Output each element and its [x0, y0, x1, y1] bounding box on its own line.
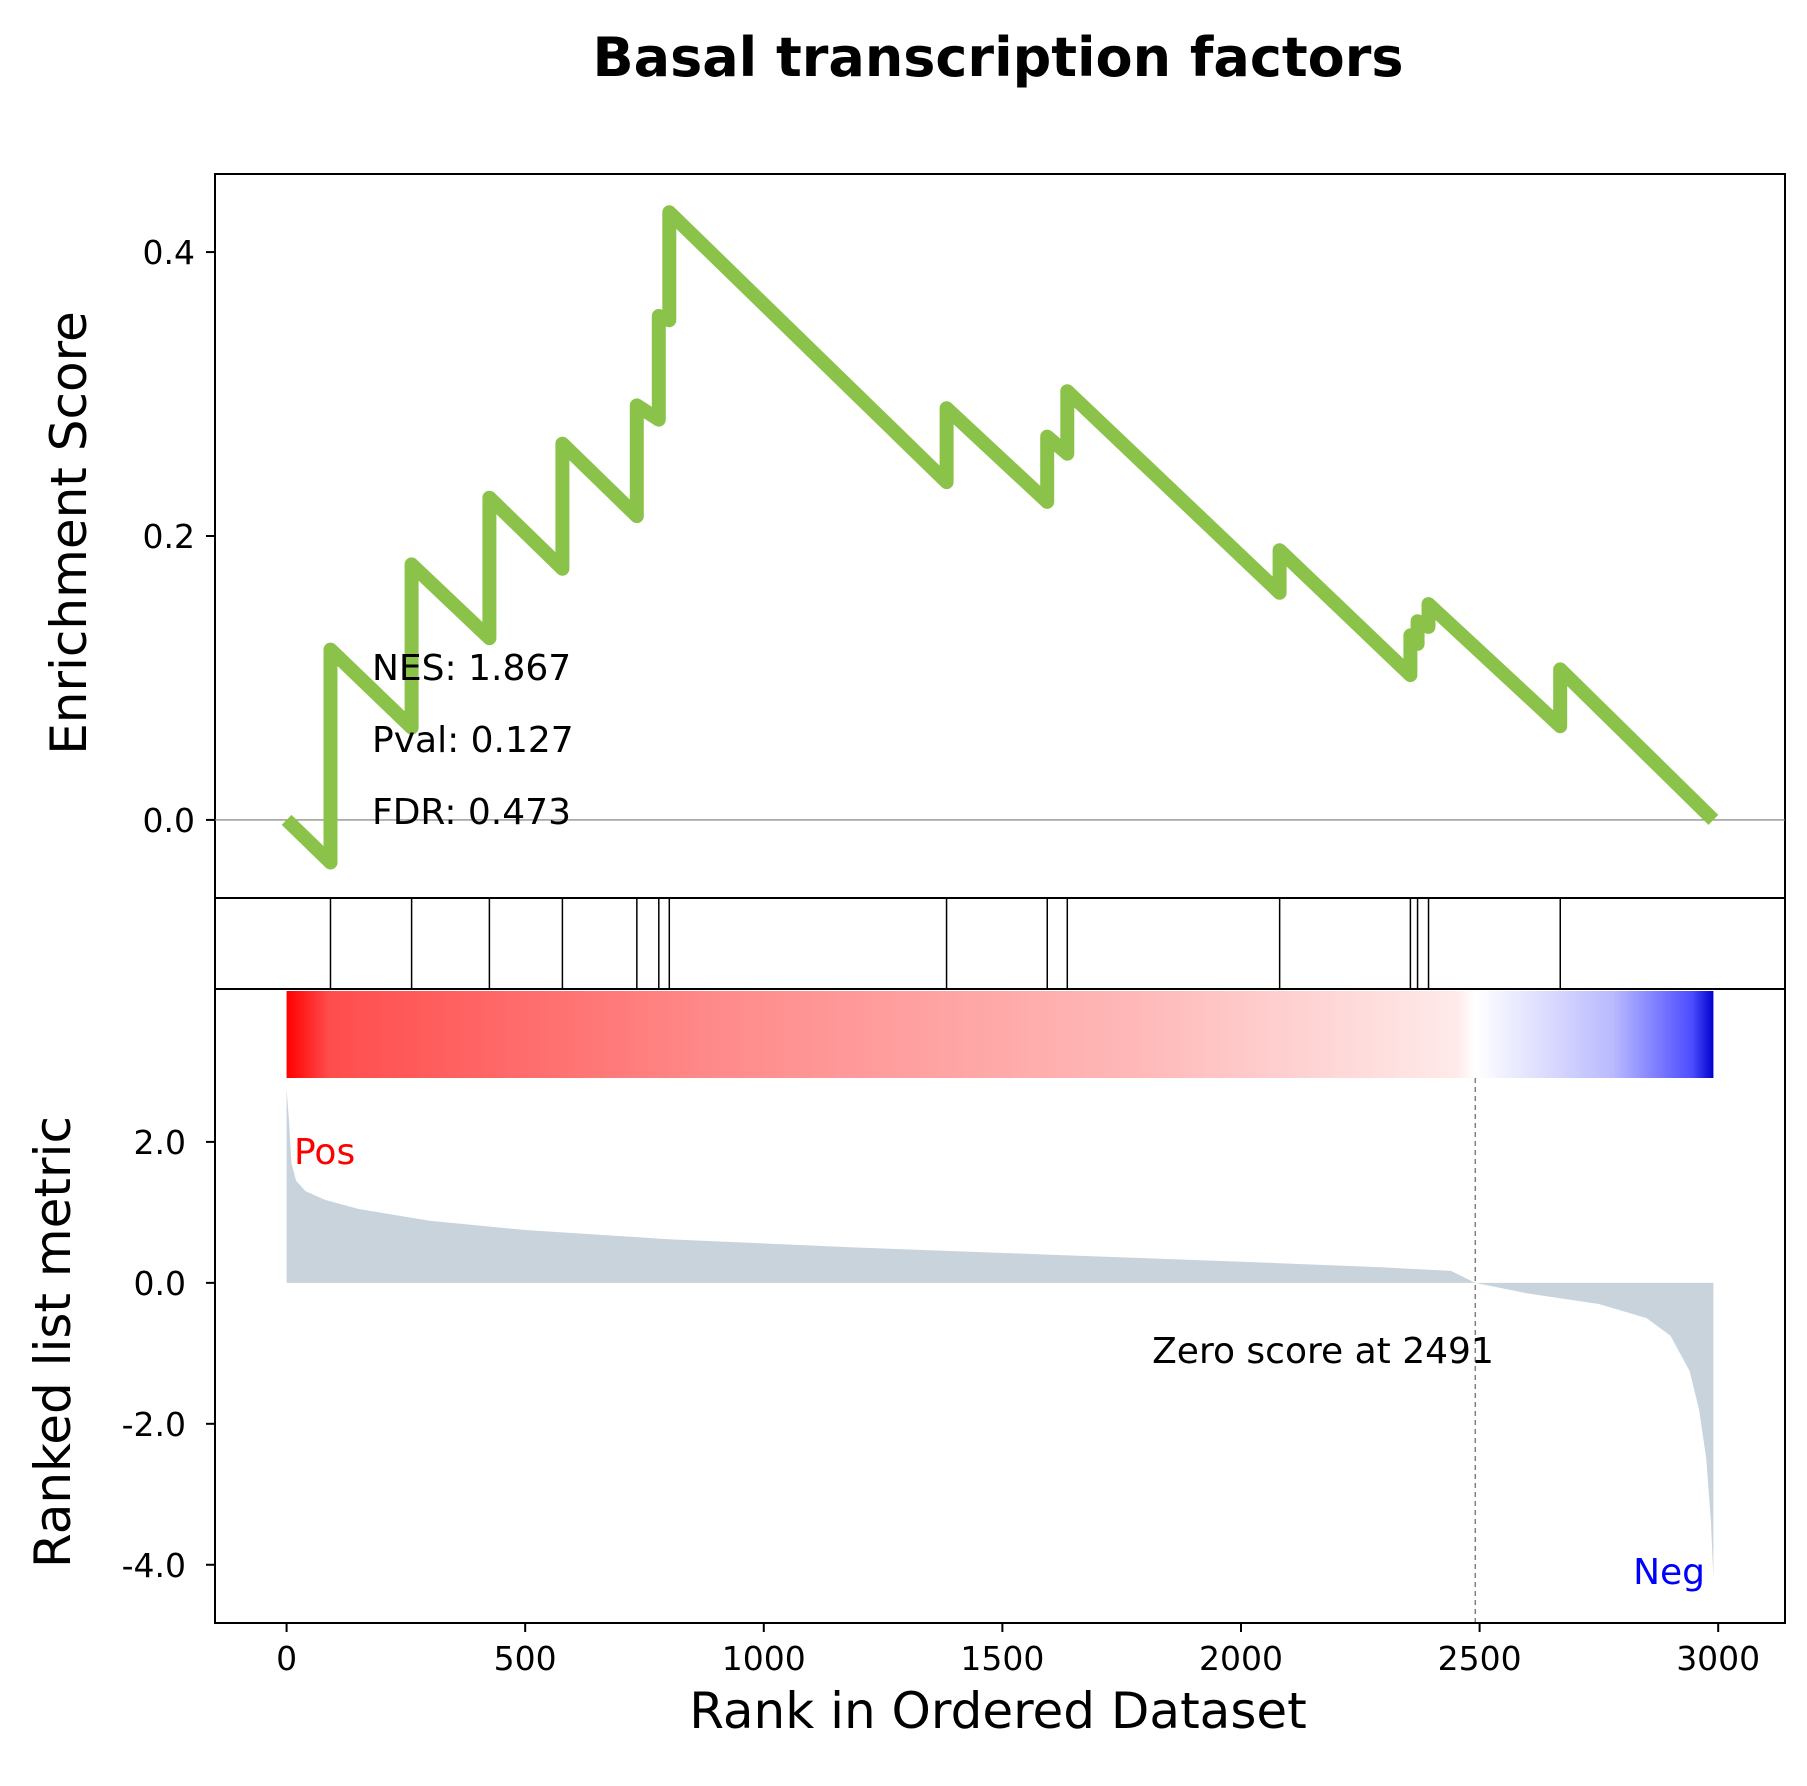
es-y-axis-label: Enrichment Score — [40, 311, 98, 755]
rank-y-tick-label: -4.0 — [122, 1546, 186, 1585]
rank-y-tick-label: 2.0 — [134, 1123, 186, 1162]
x-tick-label: 500 — [494, 1639, 557, 1678]
color-bar — [286, 991, 1714, 1078]
hits-panel — [214, 897, 1786, 990]
es-frame — [214, 173, 1786, 899]
rank-y-axis-label: Ranked list metric — [24, 1116, 82, 1568]
es-y-tick-label: 0.0 — [143, 801, 195, 840]
rank-y-tick-label: -2.0 — [122, 1405, 186, 1444]
x-axis: 0 500 1000 1500 2000 2500 3000 — [276, 1623, 1760, 1678]
stat-pval: Pval: 0.127 — [372, 720, 574, 761]
ranked-frame — [214, 988, 1786, 1624]
x-tick-label: 1500 — [960, 1639, 1044, 1678]
enrichment-panel: 0.0 0.2 0.4 — [143, 173, 1786, 899]
pos-label: Pos — [294, 1132, 355, 1173]
ranked-metric-area — [286, 1089, 1714, 1579]
x-axis-label: Rank in Ordered Dataset — [689, 1682, 1306, 1740]
enrichment-score-line — [281, 205, 1719, 870]
x-tick-label: 0 — [276, 1639, 297, 1678]
x-tick-label: 2500 — [1438, 1639, 1522, 1678]
hits-frame — [214, 897, 1786, 990]
stat-fdr: FDR: 0.473 — [372, 792, 571, 833]
neg-label: Neg — [1633, 1552, 1705, 1593]
zero-score-label: Zero score at 2491 — [1152, 1331, 1494, 1372]
ranked-metric-panel: 2.0 0.0 -2.0 -4.0 — [122, 988, 1786, 1624]
x-tick-label: 1000 — [722, 1639, 806, 1678]
es-y-tick-label: 0.2 — [143, 517, 195, 556]
es-y-tick-label: 0.4 — [143, 233, 195, 272]
x-tick-label: 3000 — [1676, 1639, 1760, 1678]
rank-y-tick-label: 0.0 — [134, 1264, 186, 1303]
x-tick-label: 2000 — [1199, 1639, 1283, 1678]
chart-title: Basal transcription factors — [592, 26, 1403, 89]
stat-nes: NES: 1.867 — [372, 648, 571, 689]
